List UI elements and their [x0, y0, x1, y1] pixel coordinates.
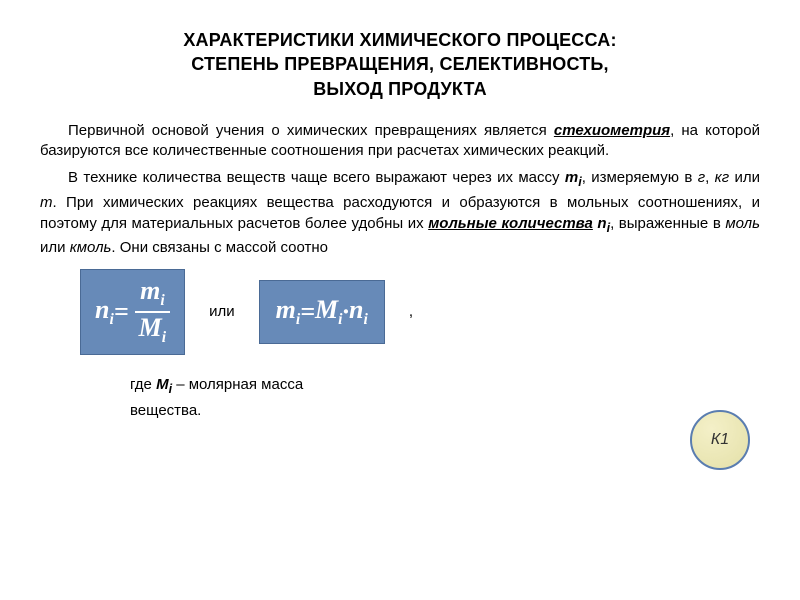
page-title: ХАРАКТЕРИСТИКИ ХИМИЧЕСКОГО ПРОЦЕССА: СТЕ… [40, 28, 760, 101]
unit-mol: моль [725, 215, 760, 232]
legend: где Mi – молярная масса вещества. [130, 373, 760, 423]
term-molar-qty: мольные количества [428, 215, 593, 232]
title-line2: СТЕПЕНЬ ПРЕВРАЩЕНИЯ, СЕЛЕКТИВНОСТЬ, [191, 54, 609, 74]
title-line3: ВЫХОД ПРОДУКТА [313, 79, 487, 99]
p2-t4: , выраженные в [610, 215, 725, 232]
paragraph-1: Первичной основой учения о химических пр… [40, 121, 760, 162]
title-line1: ХАРАКТЕРИСТИКИ ХИМИЧЕСКОГО ПРОЦЕССА: [183, 30, 616, 50]
unit-t: т [40, 194, 53, 211]
unit-kmol: кмоль [70, 239, 112, 256]
fraction: mi Mi [135, 276, 170, 348]
connector-or: или [209, 303, 235, 320]
marker-k1: К1 [690, 410, 750, 470]
unit-kg: кг [715, 169, 729, 186]
var-ni: ni [597, 215, 610, 232]
p2-t2: , измеряемую в [582, 169, 698, 186]
var-mi: mi [565, 169, 582, 186]
marker-k1-label: К1 [711, 431, 729, 449]
p2-t1: В технике количества веществ чаще всего … [68, 169, 565, 186]
formula-row: ni = mi Mi или mi = Mi · ni , [80, 269, 760, 355]
unit-g: г [698, 169, 705, 186]
paragraph-2: В технике количества веществ чаще всего … [40, 167, 760, 259]
p2-t5: . Они связаны с массой соотно [111, 239, 328, 256]
formula-ni: ni = mi Mi [80, 269, 185, 355]
formula-mi: mi = Mi · ni [259, 280, 385, 344]
p1-text1: Первичной основой учения о химических пр… [68, 122, 554, 139]
trailing-comma: , [409, 303, 413, 320]
term-stoichiometry: стехиометрия [554, 122, 670, 139]
